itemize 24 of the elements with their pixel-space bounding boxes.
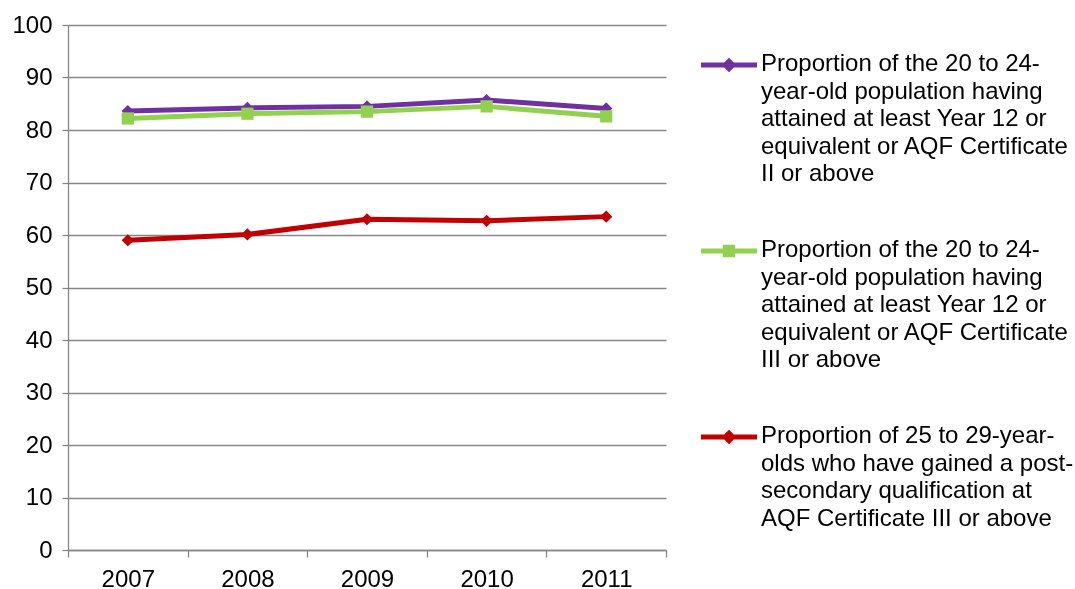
y-tick-label: 10 xyxy=(25,483,53,510)
y-tick-label: 90 xyxy=(25,63,53,90)
point xyxy=(600,110,613,123)
y-tick-label: 30 xyxy=(25,378,53,405)
x-tick-label: 2009 xyxy=(340,564,395,589)
legend-label: Proportion of 25 to 29-year-olds who have gained a post-secondary qualification at AQF Certificate III or above xyxy=(761,421,1074,531)
point xyxy=(121,112,134,125)
x-tick-label: 2010 xyxy=(460,564,514,589)
y-tick-label: 100 xyxy=(12,10,53,38)
x-tick-label: 2008 xyxy=(221,564,275,589)
legend-label: Proportion of the 20 to 24-year-old population having attained at least Year 12 or equivalent or AQF Certificate III or above xyxy=(761,235,1068,373)
y-tick-label: 20 xyxy=(25,430,53,458)
x-tick-label: 2007 xyxy=(101,564,155,589)
point xyxy=(241,107,254,120)
x-tick-label: 2011 xyxy=(580,564,633,589)
y-tick-label: 40 xyxy=(25,325,53,353)
y-tick-label: 80 xyxy=(25,115,53,143)
point xyxy=(480,100,493,113)
y-tick-label: 50 xyxy=(25,273,53,300)
y-tick-label: 60 xyxy=(25,220,53,248)
y-tick-label: 70 xyxy=(25,168,53,195)
legend-label: Proportion of the 20 to 24-year-old population having attained at least Year 12 or equivalent or AQF Certificate II or above xyxy=(761,49,1068,187)
point xyxy=(360,105,374,118)
y-tick-label: 0 xyxy=(39,535,53,563)
